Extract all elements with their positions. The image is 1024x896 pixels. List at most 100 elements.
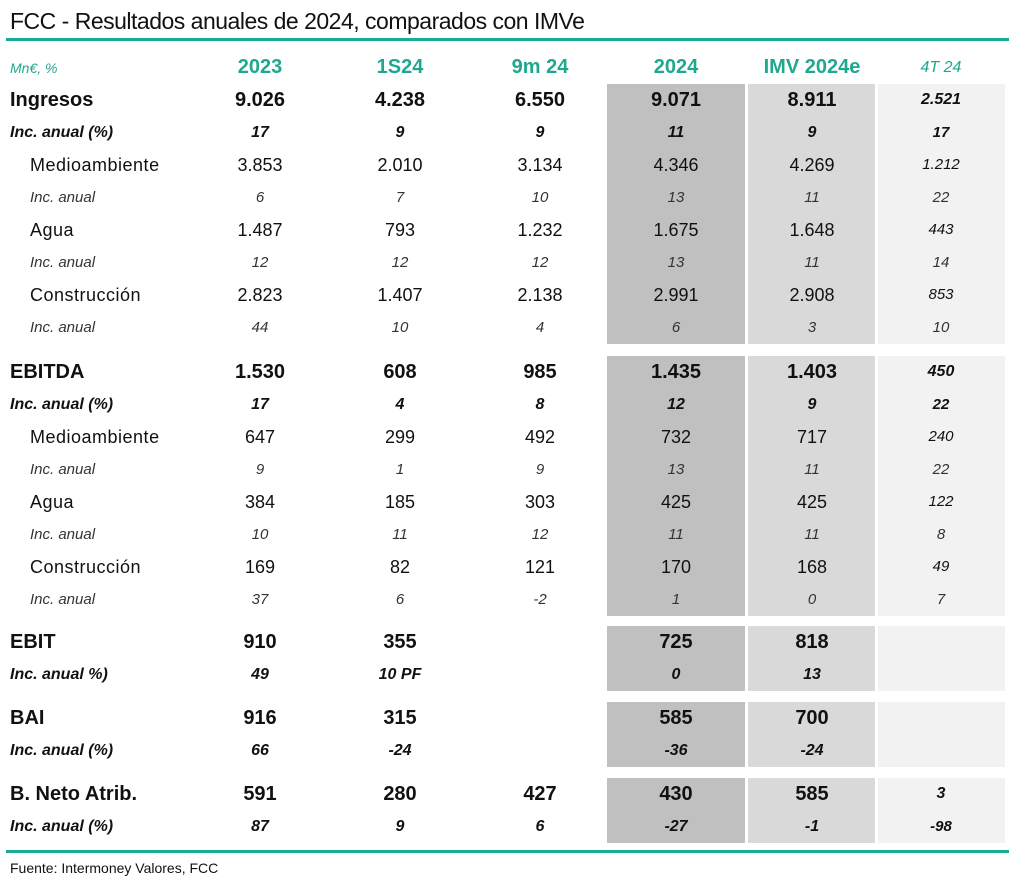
table-row: Inc. anual 37 6 -2 1 0 7 [0, 584, 1024, 617]
column-shading [748, 84, 875, 344]
row-label: Inc. anual [30, 253, 96, 271]
table-cell: 11 [804, 188, 820, 206]
row-label: Medioambiente [30, 155, 160, 175]
unit-label: Mn€, % [10, 60, 58, 76]
table-cell: 4.269 [789, 155, 835, 175]
table-cell: 82 [389, 557, 411, 577]
table-cell: 168 [796, 557, 828, 577]
table-cell: 9 [395, 123, 405, 141]
table-row: Construcción 2.823 1.407 2.138 2.991 2.908 853 [0, 279, 1024, 312]
table-cell: 717 [796, 427, 828, 447]
table-cell: 3.853 [237, 155, 283, 175]
table-cell: 13 [667, 188, 685, 206]
table-row: Agua 1.487 793 1.232 1.675 1.648 443 [0, 214, 1024, 247]
table-cell: 315 [383, 707, 417, 729]
table-row: EBITDA 1.530 608 985 1.435 1.403 450 [0, 356, 1024, 389]
table-cell: 303 [524, 492, 556, 512]
table-cell: 985 [523, 361, 557, 383]
table-cell: 647 [244, 427, 276, 447]
column-header: 2024 [653, 56, 699, 78]
table-cell: -24 [800, 741, 824, 759]
table-cell: 3 [936, 785, 946, 802]
table-cell: 13 [667, 460, 685, 478]
table-cell: 121 [524, 557, 556, 577]
table-cell: -24 [388, 741, 412, 759]
table-cell: 1.407 [377, 285, 423, 305]
table-row: Inc. anual (%) 17 4 8 12 9 22 [0, 389, 1024, 422]
column-shading [878, 778, 1005, 843]
table-cell: 427 [523, 783, 557, 805]
column-shading [748, 356, 875, 616]
table-cell: 12 [531, 525, 549, 543]
table-cell: 12 [667, 395, 685, 413]
row-label: Construcción [30, 285, 142, 305]
table-cell: 9 [535, 460, 545, 478]
table-cell: 591 [243, 783, 277, 805]
column-shading [878, 84, 1005, 344]
row-label: B. Neto Atrib. [10, 783, 138, 805]
table-cell: 12 [531, 253, 549, 271]
table-row: EBIT 910 355 725 818 [0, 626, 1024, 659]
column-shading [748, 778, 875, 843]
column-shading [607, 702, 745, 767]
table-cell: 22 [932, 395, 950, 413]
row-label: BAI [10, 707, 45, 729]
table-row: Medioambiente 647 299 492 732 717 240 [0, 421, 1024, 454]
table-section: B. Neto Atrib. 591 280 427 430 585 3 Inc. anual… [0, 778, 1024, 843]
table-cell: 9 [255, 460, 265, 478]
table-cell: 608 [383, 361, 417, 383]
table-cell: 17 [932, 123, 950, 141]
table-cell: 280 [383, 783, 417, 805]
row-label: Inc. anual %) [10, 665, 108, 683]
table-row: B. Neto Atrib. 591 280 427 430 585 3 [0, 778, 1024, 811]
table-section: EBIT 910 355 725 818 Inc. anual %) 49 10 PF 0 13 [0, 626, 1024, 691]
table-cell: 585 [659, 707, 693, 729]
table-cell: 1.435 [650, 361, 702, 383]
table-cell: 1.675 [653, 220, 699, 240]
table-cell: 122 [928, 493, 954, 510]
row-label: Inc. anual (%) [10, 817, 114, 835]
table-cell: 12 [251, 253, 269, 271]
table-cell: 1.212 [922, 156, 960, 173]
table-cell: 11 [392, 525, 408, 543]
table-cell: 240 [928, 428, 954, 445]
column-header: 4T 24 [920, 59, 962, 76]
table-cell: 10 [932, 318, 950, 336]
row-label: Inc. anual [30, 188, 96, 206]
table-cell: 8 [936, 525, 946, 543]
table-cell: 443 [928, 221, 954, 238]
table-cell: 492 [524, 427, 556, 447]
table-cell: 6 [535, 817, 545, 835]
table-cell: 11 [668, 525, 684, 543]
bottom-divider [6, 850, 1009, 853]
table-cell: 11 [804, 460, 820, 478]
column-header-row: Mn€, % 2023 1S24 9m 24 2024 IMV 2024e 4T 24 [0, 54, 1024, 82]
table-cell: 2.010 [377, 155, 423, 175]
table-cell: 8.911 [787, 89, 837, 111]
table-cell: 1.530 [234, 361, 286, 383]
table-cell: 4 [535, 318, 545, 336]
table-cell: 11 [804, 253, 820, 271]
row-label: Inc. anual [30, 590, 96, 608]
column-header: 9m 24 [511, 56, 569, 78]
table-row: Inc. anual (%) 87 9 6 -27 -1 -98 [0, 811, 1024, 844]
column-shading [607, 778, 745, 843]
page-title: FCC - Resultados anuales de 2024, compar… [10, 8, 585, 34]
table-cell: 10 [251, 525, 269, 543]
source-footnote: Fuente: Intermoney Valores, FCC [10, 860, 219, 876]
table-cell: 0 [807, 590, 817, 608]
column-header: 2023 [237, 56, 283, 78]
table-cell: 793 [384, 220, 416, 240]
table-cell: 700 [795, 707, 829, 729]
table-cell: 9 [807, 395, 817, 413]
table-cell: 37 [251, 590, 269, 608]
table-cell: 1.648 [789, 220, 835, 240]
table-cell: 818 [795, 631, 829, 653]
table-cell: 9.026 [234, 89, 286, 111]
table-cell: 7 [936, 590, 946, 608]
table-cell: 384 [244, 492, 276, 512]
table-cell: 425 [796, 492, 828, 512]
table-cell: 732 [660, 427, 692, 447]
column-shading [607, 356, 745, 616]
table-cell: 9 [535, 123, 545, 141]
